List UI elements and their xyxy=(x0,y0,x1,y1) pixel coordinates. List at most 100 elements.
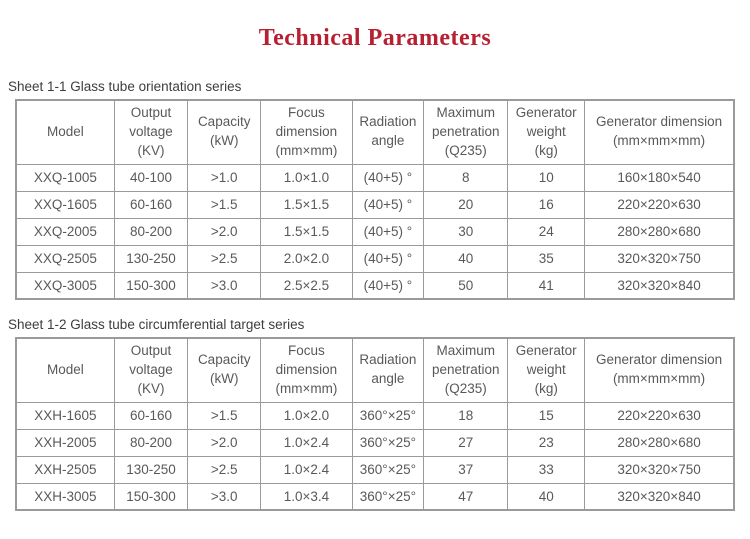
table-cell: 60-160 xyxy=(113,190,189,219)
table-cell: XXH-2005 xyxy=(15,428,115,457)
table-cell: 27 xyxy=(423,428,509,457)
table-cell: 360°×25° xyxy=(351,482,425,511)
table-cell: 1.0×3.4 xyxy=(260,482,353,511)
col-header-model: Model xyxy=(15,337,115,403)
table-cell: XXH-2505 xyxy=(15,455,115,484)
table-cell: (40+5) ° xyxy=(351,217,425,246)
col-header-model: Model xyxy=(15,99,115,165)
col-header-maximum-penetration: Maximum penetration (Q235) xyxy=(423,99,509,165)
table-cell: >1.5 xyxy=(187,401,262,430)
table-cell: 320×320×840 xyxy=(584,271,735,300)
table-cell: XXQ-2005 xyxy=(15,217,115,246)
table-cell: 1.0×1.0 xyxy=(260,163,353,192)
table-cell: 280×280×680 xyxy=(584,217,735,246)
col-header-generator-dimension: Generator dimension (mm×mm×mm) xyxy=(584,337,735,403)
col-header-focus-dimension: Focus dimension (mm×mm) xyxy=(260,99,353,165)
table-row: XXQ-1605 60-160 >1.5 1.5×1.5 (40+5) ° 20 16 220… xyxy=(15,190,735,219)
table-cell: >1.5 xyxy=(187,190,262,219)
table-row: XXQ-2505 130-250 >2.5 2.0×2.0 (40+5) ° 40 35 32… xyxy=(15,244,735,273)
col-header-maximum-penetration: Maximum penetration (Q235) xyxy=(423,337,509,403)
sheet-1-1-label: Sheet 1-1 Glass tube orientation series xyxy=(8,79,242,94)
col-header-generator-dimension: Generator dimension (mm×mm×mm) xyxy=(584,99,735,165)
table-cell: 360°×25° xyxy=(351,455,425,484)
table-cell: (40+5) ° xyxy=(351,190,425,219)
table-cell: 10 xyxy=(507,163,586,192)
table-cell: 360°×25° xyxy=(351,428,425,457)
table-cell: 150-300 xyxy=(113,271,189,300)
table-cell: >1.0 xyxy=(187,163,262,192)
table-cell: XXQ-2505 xyxy=(15,244,115,273)
table-row: XXQ-1005 40-100 >1.0 1.0×1.0 (40+5) ° 8 10 160×… xyxy=(15,163,735,192)
table-cell: XXQ-1605 xyxy=(15,190,115,219)
table-body: XXH-1605 60-160 >1.5 1.0×2.0 360°×25° 18 15 220… xyxy=(15,401,735,511)
col-header-focus-dimension: Focus dimension (mm×mm) xyxy=(260,337,353,403)
table-cell: 1.0×2.0 xyxy=(260,401,353,430)
table-cell: 80-200 xyxy=(113,217,189,246)
table-row: XXH-2505 130-250 >2.5 1.0×2.4 360°×25° 37 33 32… xyxy=(15,455,735,484)
table-cell: 2.5×2.5 xyxy=(260,271,353,300)
table-cell: 1.0×2.4 xyxy=(260,455,353,484)
section-glass-tube-circumferential: Sheet 1-2 Glass tube circumferential tar… xyxy=(0,317,750,511)
table-cell: >3.0 xyxy=(187,482,262,511)
table-cell: XXH-1605 xyxy=(15,401,115,430)
table-cell: (40+5) ° xyxy=(351,271,425,300)
table-cell: >2.5 xyxy=(187,244,262,273)
table-cell: XXQ-1005 xyxy=(15,163,115,192)
table-row: XXQ-2005 80-200 >2.0 1.5×1.5 (40+5) ° 30 24 280… xyxy=(15,217,735,246)
table-cell: 60-160 xyxy=(113,401,189,430)
sheet-1-2-label: Sheet 1-2 Glass tube circumferential tar… xyxy=(8,317,305,332)
table-row: XXH-2005 80-200 >2.0 1.0×2.4 360°×25° 27 23 280… xyxy=(15,428,735,457)
table-cell: 24 xyxy=(507,217,586,246)
table-cell: 160×180×540 xyxy=(584,163,735,192)
table-cell: 8 xyxy=(423,163,509,192)
table-cell: (40+5) ° xyxy=(351,163,425,192)
table-cell: XXH-3005 xyxy=(15,482,115,511)
table-cell: 320×320×750 xyxy=(584,455,735,484)
table-cell: 35 xyxy=(507,244,586,273)
table-cell: 47 xyxy=(423,482,509,511)
table-cell: 130-250 xyxy=(113,455,189,484)
table-cell: (40+5) ° xyxy=(351,244,425,273)
table-cell: 16 xyxy=(507,190,586,219)
glass-tube-orientation-table: Model Output voltage (KV) Capacity (kW) … xyxy=(15,99,735,300)
table-cell: 320×320×840 xyxy=(584,482,735,511)
table-cell: 130-250 xyxy=(113,244,189,273)
col-header-capacity: Capacity (kW) xyxy=(187,337,262,403)
table-cell: >2.5 xyxy=(187,455,262,484)
table-cell: 1.5×1.5 xyxy=(260,217,353,246)
table-row: XXH-3005 150-300 >3.0 1.0×3.4 360°×25° 47 40 32… xyxy=(15,482,735,511)
table-cell: 2.0×2.0 xyxy=(260,244,353,273)
table-body: XXQ-1005 40-100 >1.0 1.0×1.0 (40+5) ° 8 10 160×… xyxy=(15,163,735,300)
table-cell: 1.0×2.4 xyxy=(260,428,353,457)
table-cell: 280×280×680 xyxy=(584,428,735,457)
table-cell: >2.0 xyxy=(187,428,262,457)
col-header-generator-weight: Generator weight (kg) xyxy=(507,99,586,165)
table-cell: 23 xyxy=(507,428,586,457)
col-header-capacity: Capacity (kW) xyxy=(187,99,262,165)
header-row: Model Output voltage (KV) Capacity (kW) … xyxy=(15,99,735,165)
table-cell: 33 xyxy=(507,455,586,484)
table-cell: 1.5×1.5 xyxy=(260,190,353,219)
col-header-output-voltage: Output voltage (KV) xyxy=(113,99,189,165)
table-cell: 30 xyxy=(423,217,509,246)
table-cell: 40-100 xyxy=(113,163,189,192)
col-header-generator-weight: Generator weight (kg) xyxy=(507,337,586,403)
table-row: XXQ-3005 150-300 >3.0 2.5×2.5 (40+5) ° 50 41 32… xyxy=(15,271,735,300)
page-title: Technical Parameters xyxy=(258,25,492,51)
table-cell: 37 xyxy=(423,455,509,484)
table-cell: 18 xyxy=(423,401,509,430)
table-cell: >2.0 xyxy=(187,217,262,246)
table-cell: 40 xyxy=(423,244,509,273)
table-cell: 320×320×750 xyxy=(584,244,735,273)
table-cell: 220×220×630 xyxy=(584,401,735,430)
table-cell: 41 xyxy=(507,271,586,300)
col-header-radiation-angle: Radiation angle xyxy=(351,337,425,403)
table-cell: 80-200 xyxy=(113,428,189,457)
table-cell: XXQ-3005 xyxy=(15,271,115,300)
glass-tube-circumferential-table: Model Output voltage (KV) Capacity (kW) … xyxy=(15,337,735,511)
col-header-radiation-angle: Radiation angle xyxy=(351,99,425,165)
table-cell: >3.0 xyxy=(187,271,262,300)
col-header-output-voltage: Output voltage (KV) xyxy=(113,337,189,403)
table-cell: 150-300 xyxy=(113,482,189,511)
